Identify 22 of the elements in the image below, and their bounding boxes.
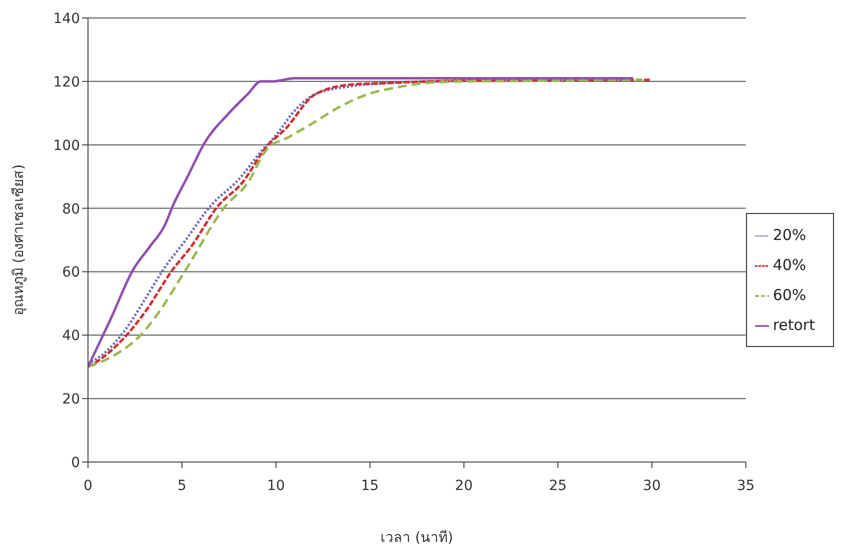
y-tick-label: 120 — [53, 74, 80, 90]
y-tick-label: 140 — [53, 10, 80, 27]
y-tick-label: 0 — [71, 454, 80, 471]
x-tick-label: 35 — [736, 478, 755, 494]
x-tick-label: 0 — [84, 478, 92, 494]
x-tick-label: 5 — [178, 478, 186, 494]
y-tick-label: 40 — [62, 328, 80, 344]
y-axis-title: อุณหภูมิ (องศาเซลเซียส) — [10, 164, 27, 316]
legend-label: 60% — [772, 286, 806, 304]
x-tick-label: 25 — [548, 478, 567, 494]
x-tick-label: 30 — [642, 478, 661, 494]
y-tick-label: 20 — [62, 392, 80, 408]
y-tick-label: 80 — [62, 201, 80, 218]
x-axis-title: เวลา (นาที) — [380, 530, 454, 546]
legend-label: 40% — [772, 256, 806, 274]
y-tick-label: 100 — [53, 138, 80, 154]
x-tick-label: 15 — [361, 478, 379, 494]
legend-label: 20% — [772, 226, 806, 244]
x-tick-label: 20 — [454, 478, 473, 494]
x-tick-label: 10 — [267, 478, 285, 494]
y-tick-label: 60 — [62, 264, 80, 281]
legend-label: retort — [772, 316, 815, 334]
